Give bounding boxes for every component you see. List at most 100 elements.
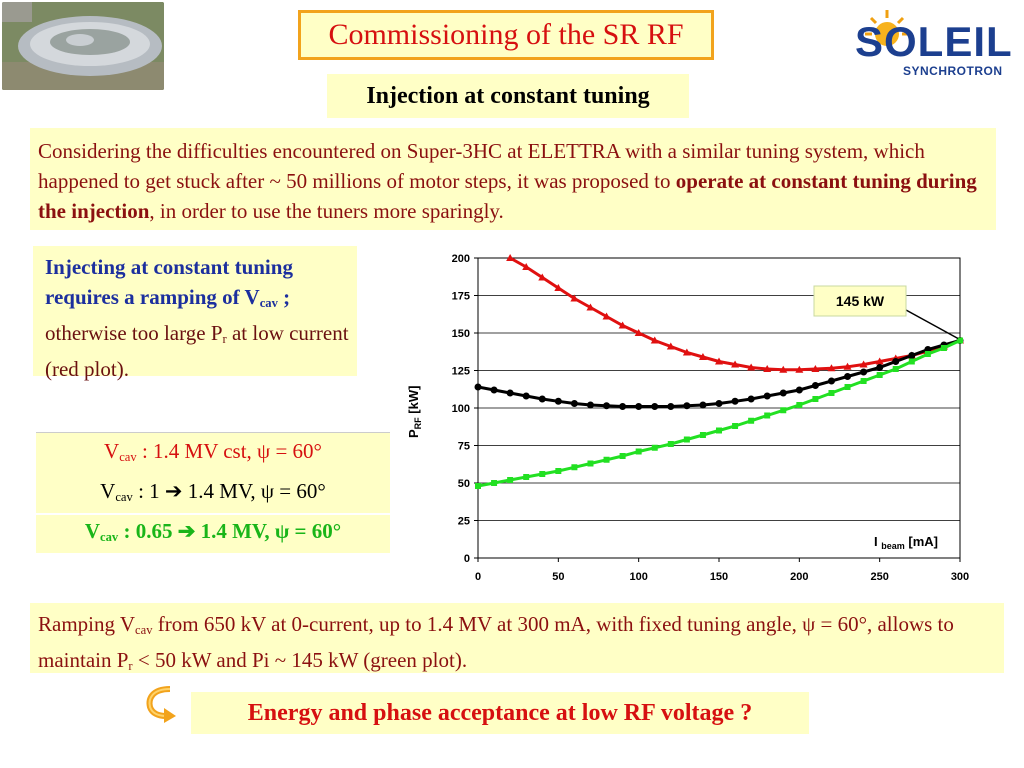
power-chart: 0 25 50 75 100 125 150 175 200 0 50 100 150 200 250 300… bbox=[396, 246, 996, 592]
point-red bbox=[506, 254, 515, 261]
point-black bbox=[603, 402, 611, 410]
point-green bbox=[860, 378, 867, 384]
point-black bbox=[683, 402, 691, 410]
point-red bbox=[666, 342, 675, 350]
point-black bbox=[827, 377, 835, 385]
point-red bbox=[715, 357, 723, 365]
point-red bbox=[602, 312, 611, 320]
y-tick-label: 75 bbox=[458, 441, 470, 453]
point-green bbox=[844, 384, 851, 390]
point-black bbox=[554, 397, 562, 405]
logo-subtitle: SYNCHROTRON bbox=[903, 64, 1003, 78]
x-tick-label: 100 bbox=[629, 571, 647, 583]
point-green bbox=[940, 345, 947, 351]
y-tick-label: 175 bbox=[452, 291, 470, 303]
point-black bbox=[795, 386, 803, 394]
x-tick-label: 200 bbox=[790, 571, 808, 583]
intro-text: Considering the difficulties encountered… bbox=[38, 139, 925, 193]
x-tick-label: 0 bbox=[475, 571, 481, 583]
point-black bbox=[667, 403, 675, 410]
point-red bbox=[698, 353, 707, 360]
point-green bbox=[475, 483, 481, 489]
point-green bbox=[780, 407, 787, 414]
power-chart-svg: 0 25 50 75 100 125 150 175 200 0 50 100 150 200 250 300… bbox=[406, 253, 969, 583]
sun-icon bbox=[865, 10, 909, 46]
x-tick-label: 300 bbox=[951, 571, 969, 583]
question-box: Energy and phase acceptance at low RF vo… bbox=[191, 692, 809, 734]
point-green bbox=[699, 432, 706, 438]
logo-word: SOLEIL bbox=[855, 18, 1013, 65]
point-green bbox=[555, 468, 562, 474]
point-green bbox=[667, 441, 674, 447]
point-red bbox=[731, 360, 740, 368]
page-title: Commissioning of the SR RF bbox=[298, 10, 714, 60]
point-red bbox=[859, 360, 868, 368]
point-red bbox=[779, 365, 788, 373]
intro-text-end: , in order to use the tuners more sparin… bbox=[149, 199, 504, 223]
legend-red: Vcav : 1.4 MV cst, ψ = 60° bbox=[104, 439, 322, 465]
side-note-bold: Injecting at constant tuning requires a … bbox=[45, 255, 293, 311]
point-red bbox=[763, 365, 772, 372]
point-black bbox=[570, 400, 578, 407]
legend-divider bbox=[36, 513, 390, 515]
point-black bbox=[763, 392, 771, 400]
point-green bbox=[603, 456, 610, 463]
point-green bbox=[587, 460, 594, 467]
point-red bbox=[827, 364, 836, 372]
point-green bbox=[571, 464, 578, 471]
section-subtitle: Injection at constant tuning bbox=[327, 74, 689, 118]
point-red bbox=[570, 294, 579, 302]
point-green bbox=[908, 358, 915, 365]
annotation-label: 145 kW bbox=[836, 293, 885, 309]
legend-green: Vcav : 0.65 ➔ 1.4 MV, ψ = 60° bbox=[84, 519, 342, 545]
point-red bbox=[618, 321, 627, 329]
point-black bbox=[522, 392, 530, 400]
point-black bbox=[619, 403, 627, 410]
side-note-text: otherwise too large Pr at low current (r… bbox=[45, 321, 349, 382]
legend-black: Vcav : 1 ➔ 1.4 MV, ψ = 60° bbox=[100, 479, 326, 505]
point-green bbox=[828, 390, 835, 396]
arrow-right-icon: ➔ bbox=[177, 519, 196, 543]
y-tick-label: 25 bbox=[458, 516, 470, 528]
annotation-leader bbox=[905, 309, 959, 340]
storage-ring-photo bbox=[2, 2, 164, 90]
point-red bbox=[682, 348, 691, 356]
point-green bbox=[651, 444, 658, 451]
point-green bbox=[635, 448, 642, 455]
arrow-right-icon: ➔ bbox=[164, 479, 183, 503]
side-note: Injecting at constant tuning requires a … bbox=[33, 246, 357, 381]
y-tick-label: 50 bbox=[458, 478, 470, 490]
point-green bbox=[619, 453, 626, 459]
point-red bbox=[554, 284, 563, 291]
annotation-box bbox=[813, 285, 907, 317]
y-tick-label: 0 bbox=[464, 553, 470, 565]
point-red bbox=[586, 303, 595, 311]
point-black bbox=[635, 403, 643, 410]
point-green bbox=[748, 417, 755, 424]
y-tick-label: 100 bbox=[452, 403, 470, 415]
point-green bbox=[732, 423, 739, 429]
point-red bbox=[875, 357, 884, 365]
point-green bbox=[523, 474, 530, 480]
point-black bbox=[731, 397, 739, 405]
y-axis-label: PRF [kW] bbox=[406, 386, 423, 438]
point-green bbox=[892, 366, 899, 372]
point-black bbox=[586, 401, 594, 409]
point-green bbox=[716, 427, 722, 434]
point-red bbox=[843, 362, 852, 370]
point-black bbox=[908, 352, 916, 359]
point-green bbox=[491, 480, 498, 486]
y-tick-label: 150 bbox=[452, 328, 470, 340]
point-red bbox=[538, 273, 547, 281]
point-green bbox=[876, 372, 883, 378]
point-black bbox=[811, 382, 819, 389]
x-tick-label: 50 bbox=[552, 571, 564, 583]
intro-paragraph: Considering the difficulties encountered… bbox=[30, 128, 996, 230]
point-black bbox=[860, 368, 868, 376]
point-green bbox=[812, 396, 819, 402]
point-black bbox=[844, 373, 852, 380]
point-green bbox=[957, 337, 963, 344]
y-tick-label: 200 bbox=[452, 253, 470, 265]
point-black bbox=[651, 403, 659, 410]
point-black bbox=[892, 358, 900, 365]
